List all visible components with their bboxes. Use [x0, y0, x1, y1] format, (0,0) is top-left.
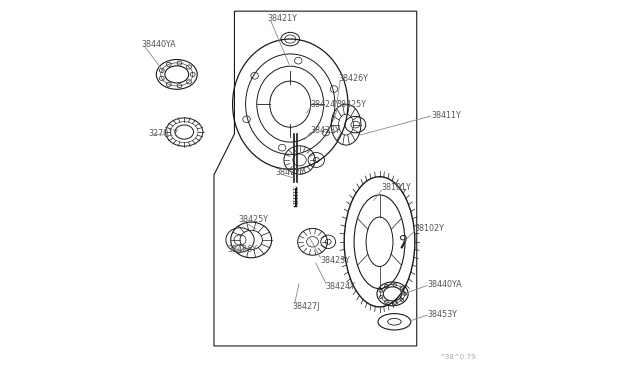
- Text: 38440YA: 38440YA: [428, 280, 463, 289]
- Text: 38427J: 38427J: [292, 302, 319, 311]
- Text: 38427Y: 38427Y: [275, 169, 305, 177]
- Text: 38424Y: 38424Y: [326, 282, 355, 291]
- Text: ^38^0.79: ^38^0.79: [439, 354, 476, 360]
- Text: 38425Y: 38425Y: [337, 100, 367, 109]
- Text: 38440YA: 38440YA: [141, 40, 176, 49]
- Text: 38102Y: 38102Y: [415, 224, 445, 233]
- Text: 32701Y: 32701Y: [149, 129, 179, 138]
- Text: 38423Y: 38423Y: [320, 256, 350, 265]
- Text: 38423Y: 38423Y: [310, 126, 340, 135]
- Text: 38101Y: 38101Y: [381, 183, 411, 192]
- Text: 38424Y: 38424Y: [310, 100, 340, 109]
- Text: 38426Y: 38426Y: [227, 245, 257, 254]
- Text: 38411Y: 38411Y: [431, 111, 461, 120]
- Text: 38421Y: 38421Y: [268, 14, 298, 23]
- Text: 38425Y: 38425Y: [238, 215, 268, 224]
- Text: 38453Y: 38453Y: [428, 310, 458, 319]
- Text: 38426Y: 38426Y: [339, 74, 369, 83]
